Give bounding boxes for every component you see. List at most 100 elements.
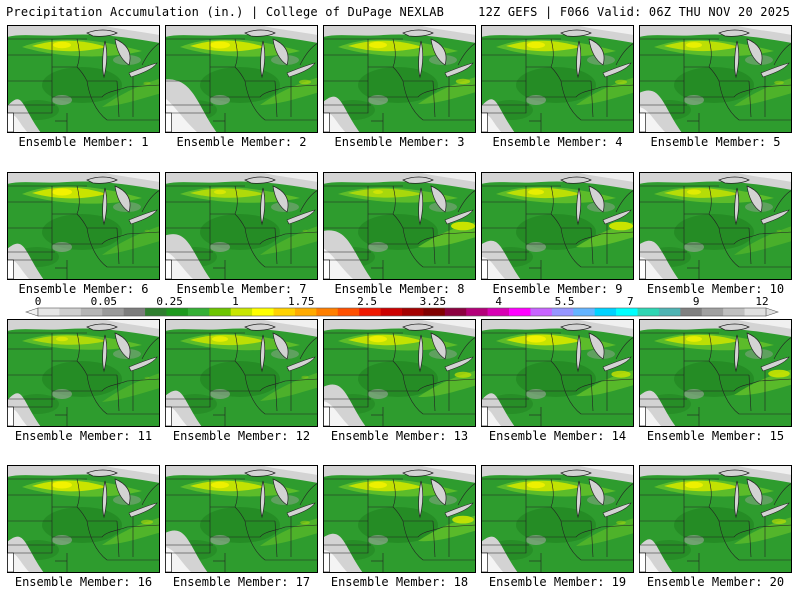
ensemble-panel-1: Ensemble Member: 1 xyxy=(7,25,160,172)
colorbar-swatch xyxy=(616,308,638,316)
colorbar-swatch xyxy=(230,308,253,316)
ensemble-panel-4: Ensemble Member: 4 xyxy=(481,25,634,172)
precip-map xyxy=(165,465,318,573)
precip-map xyxy=(7,25,160,133)
colorbar-max-arrow xyxy=(765,307,779,317)
colorbar-tick-label: 0.05 xyxy=(91,295,118,308)
ensemble-panel-13: Ensemble Member: 13 xyxy=(323,319,476,466)
precip-map xyxy=(481,25,634,133)
ensemble-panel-7: Ensemble Member: 7 xyxy=(165,172,318,319)
colorbar-swatch xyxy=(80,308,103,316)
colorbar-swatch xyxy=(187,308,210,316)
ensemble-panel-10: Ensemble Member: 10 xyxy=(639,172,792,319)
colorbar-swatch xyxy=(145,308,167,316)
colorbar-swatch xyxy=(509,308,531,316)
member-caption: Ensemble Member: 17 xyxy=(172,575,311,589)
member-caption: Ensemble Member: 9 xyxy=(492,282,623,296)
member-caption: Ensemble Member: 11 xyxy=(14,429,153,443)
ensemble-panel-17: Ensemble Member: 17 xyxy=(165,465,318,612)
colorbar-swatch xyxy=(123,308,146,316)
colorbar-swatch xyxy=(423,308,446,316)
precip-map xyxy=(7,465,160,573)
ensemble-panel-3: Ensemble Member: 3 xyxy=(323,25,476,172)
colorbar-swatch xyxy=(658,308,681,316)
member-caption: Ensemble Member: 20 xyxy=(646,575,785,589)
colorbar-swatch xyxy=(444,308,467,316)
precip-map xyxy=(7,319,160,427)
member-caption: Ensemble Member: 16 xyxy=(14,575,153,589)
precip-map xyxy=(323,465,476,573)
colorbar-swatch xyxy=(380,308,403,316)
colorbar-swatch xyxy=(209,308,232,316)
precip-map xyxy=(639,465,792,573)
colorbar-swatch xyxy=(166,308,189,316)
colorbar-tick-label: 7 xyxy=(627,295,634,308)
colorbar-swatch xyxy=(551,308,574,316)
colorbar-swatch xyxy=(38,308,60,316)
precip-map xyxy=(323,25,476,133)
colorbar-tick-label: 1 xyxy=(232,295,239,308)
member-caption: Ensemble Member: 12 xyxy=(172,429,311,443)
ensemble-panel-2: Ensemble Member: 2 xyxy=(165,25,318,172)
member-caption: Ensemble Member: 7 xyxy=(176,282,307,296)
member-caption: Ensemble Member: 1 xyxy=(18,135,149,149)
precip-map xyxy=(165,172,318,280)
ensemble-panel-12: Ensemble Member: 12 xyxy=(165,319,318,466)
colorbar-swatch xyxy=(723,308,745,316)
colorbar-swatch xyxy=(316,308,339,316)
colorbar-swatch xyxy=(573,308,596,316)
colorbar-legend: 0 0.05 0.25 1 1.75 2.5 3.25 4 5.5 7 9 12 xyxy=(25,295,779,317)
ensemble-panel-16: Ensemble Member: 16 xyxy=(7,465,160,612)
colorbar-min-arrow xyxy=(25,307,39,317)
member-caption: Ensemble Member: 18 xyxy=(330,575,469,589)
precip-map xyxy=(481,319,634,427)
ensemble-panel-11: Ensemble Member: 11 xyxy=(7,319,160,466)
member-caption: Ensemble Member: 13 xyxy=(330,429,469,443)
member-caption: Ensemble Member: 5 xyxy=(650,135,781,149)
colorbar-swatch xyxy=(594,308,617,316)
precip-map xyxy=(639,25,792,133)
ensemble-panel-20: Ensemble Member: 20 xyxy=(639,465,792,612)
ensemble-panel-19: Ensemble Member: 19 xyxy=(481,465,634,612)
colorbar-tick-label: 4 xyxy=(495,295,502,308)
colorbar-swatch xyxy=(744,308,767,316)
colorbar-tick-label: 12 xyxy=(755,295,768,308)
colorbar-swatch xyxy=(680,308,703,316)
colorbar-tick-label: 1.75 xyxy=(288,295,315,308)
colorbar-swatch xyxy=(530,308,553,316)
colorbar-tick-label: 0 xyxy=(35,295,42,308)
precip-map xyxy=(481,465,634,573)
colorbar-tick-label: 9 xyxy=(693,295,700,308)
precip-map xyxy=(323,319,476,427)
member-caption: Ensemble Member: 10 xyxy=(646,282,785,296)
colorbar-tick-label: 5.5 xyxy=(555,295,575,308)
ensemble-panel-5: Ensemble Member: 5 xyxy=(639,25,792,172)
colorbar-tick-label: 0.25 xyxy=(156,295,183,308)
precip-map xyxy=(165,25,318,133)
member-caption: Ensemble Member: 14 xyxy=(488,429,627,443)
colorbar-swatch xyxy=(337,308,360,316)
colorbar-swatch xyxy=(637,308,660,316)
colorbar-swatch xyxy=(701,308,724,316)
colorbar-swatch xyxy=(252,308,274,316)
ensemble-panel-15: Ensemble Member: 15 xyxy=(639,319,792,466)
colorbar-tick-label: 3.25 xyxy=(420,295,447,308)
member-caption: Ensemble Member: 19 xyxy=(488,575,627,589)
precip-map xyxy=(323,172,476,280)
member-caption: Ensemble Member: 6 xyxy=(18,282,149,296)
colorbar-swatch xyxy=(487,308,510,316)
colorbar-swatch xyxy=(102,308,124,316)
member-caption: Ensemble Member: 15 xyxy=(646,429,785,443)
colorbar-swatch xyxy=(466,308,488,316)
ensemble-panel-9: Ensemble Member: 9 xyxy=(481,172,634,319)
precip-map xyxy=(639,319,792,427)
colorbar-swatch xyxy=(359,308,381,316)
member-caption: Ensemble Member: 8 xyxy=(334,282,465,296)
member-caption: Ensemble Member: 2 xyxy=(176,135,307,149)
ensemble-panel-6: Ensemble Member: 6 xyxy=(7,172,160,319)
precip-map xyxy=(639,172,792,280)
precip-map xyxy=(481,172,634,280)
colorbar-swatch xyxy=(59,308,82,316)
ensemble-panel-8: Ensemble Member: 8 xyxy=(323,172,476,319)
member-caption: Ensemble Member: 3 xyxy=(334,135,465,149)
